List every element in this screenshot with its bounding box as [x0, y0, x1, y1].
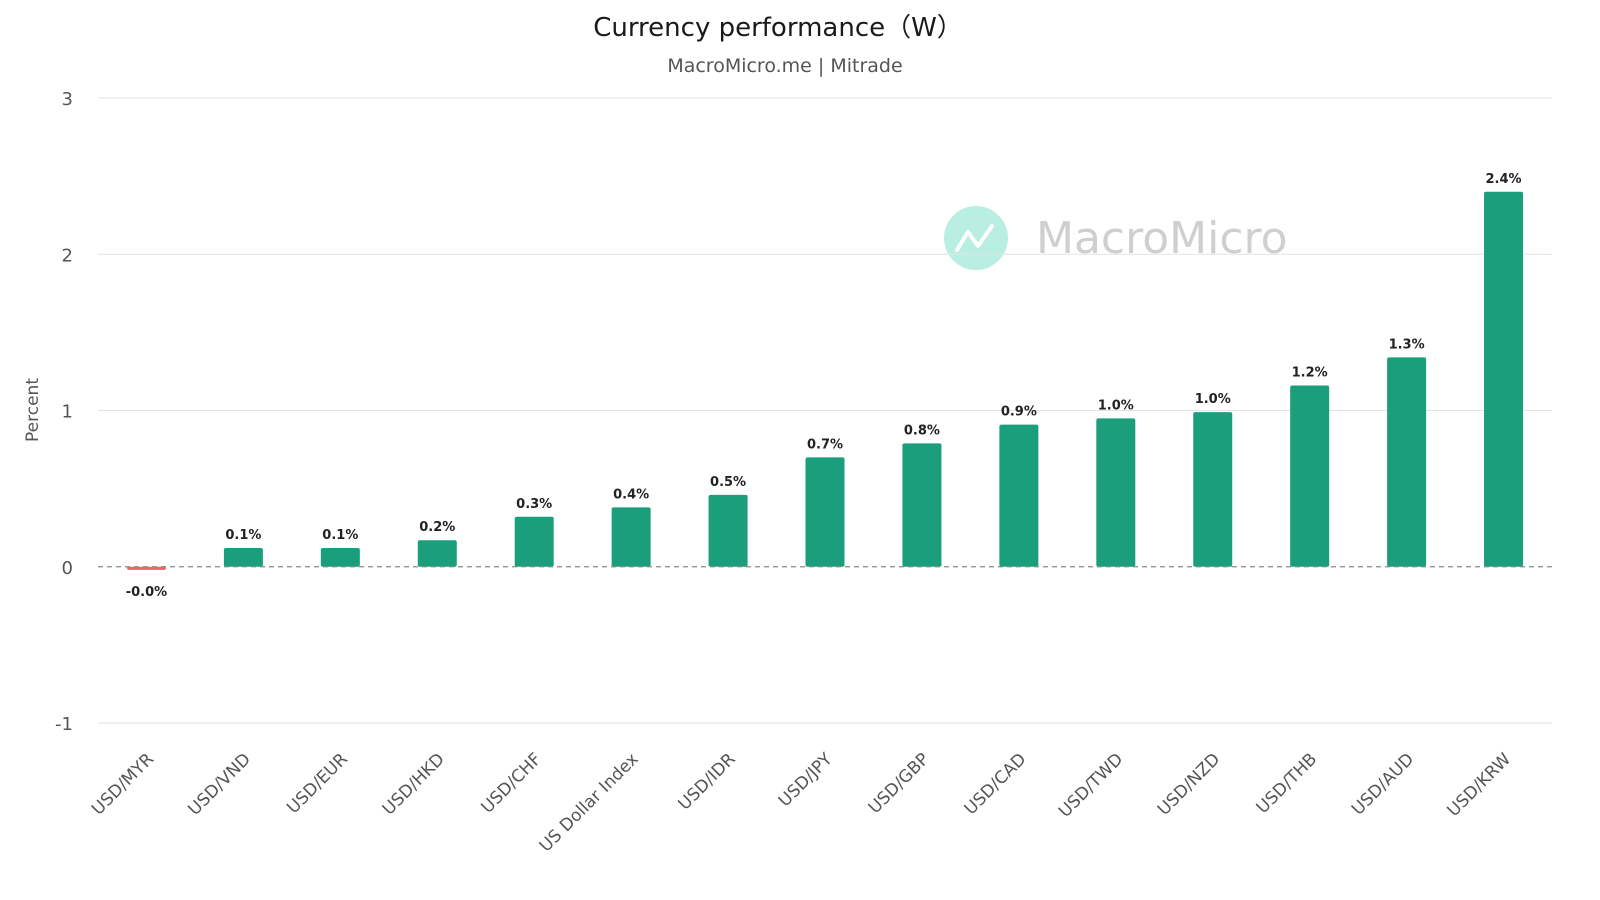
grid-layer — [98, 97, 1552, 724]
bar-2[interactable] — [320, 548, 360, 567]
data-label-13: 1.3% — [1389, 337, 1425, 352]
bar-8[interactable] — [902, 443, 942, 567]
y-tick-label: 0 — [62, 558, 73, 579]
bar-12[interactable] — [1290, 385, 1330, 567]
y-axis-label: Percent — [23, 378, 43, 442]
x-tick-label-0: USD/MYR — [88, 749, 158, 819]
bar-11[interactable] — [1193, 412, 1233, 567]
data-label-12: 1.2% — [1292, 366, 1328, 381]
x-tick-label-6: USD/IDR — [675, 749, 740, 814]
bar-series — [126, 191, 1524, 570]
bar-9[interactable] — [999, 424, 1039, 567]
data-label-7: 0.7% — [807, 437, 843, 452]
x-tick-label-8: USD/GBP — [865, 749, 934, 818]
watermark: MacroMicro — [944, 206, 1288, 270]
data-label-10: 1.0% — [1098, 398, 1134, 413]
x-tick-label-2: USD/EUR — [283, 749, 352, 818]
data-label-11: 1.0% — [1195, 392, 1231, 407]
bar-3[interactable] — [417, 540, 457, 567]
bar-0[interactable] — [126, 566, 166, 570]
y-tick-label: 3 — [62, 89, 73, 110]
data-label-6: 0.5% — [710, 475, 746, 490]
bar-13[interactable] — [1387, 357, 1427, 567]
data-label-5: 0.4% — [613, 487, 649, 502]
x-tick-label-7: USD/JPY — [775, 749, 837, 811]
bar-5[interactable] — [611, 507, 651, 567]
watermark-text: MacroMicro — [1036, 213, 1288, 264]
bar-10[interactable] — [1096, 418, 1136, 567]
chart-title: Currency performance（W） — [593, 13, 963, 43]
x-tick-label-11: USD/NZD — [1154, 749, 1224, 819]
x-tick-label-5: US Dollar Index — [536, 749, 643, 856]
chart-subtitle: MacroMicro.me | Mitrade — [667, 55, 902, 77]
data-label-2: 0.1% — [322, 528, 358, 543]
data-label-3: 0.2% — [419, 520, 455, 535]
x-tick-label-10: USD/TWD — [1055, 749, 1127, 821]
x-tick-label-14: USD/KRW — [1444, 749, 1516, 821]
y-axis-ticks: 3 2 1 0 -1 — [55, 89, 73, 735]
y-tick-label: 2 — [62, 245, 73, 266]
x-tick-label-12: USD/THB — [1253, 749, 1322, 818]
x-tick-label-1: USD/VND — [185, 749, 255, 819]
bar-7[interactable] — [805, 457, 845, 567]
bar-14[interactable] — [1484, 191, 1524, 567]
data-label-0: -0.0% — [126, 585, 167, 600]
data-label-14: 2.4% — [1486, 172, 1522, 187]
watermark-logo-icon — [944, 206, 1008, 270]
watermark-chart-line-icon — [955, 224, 994, 252]
y-tick-label: 1 — [62, 402, 73, 423]
data-label-4: 0.3% — [516, 497, 552, 512]
x-tick-label-13: USD/AUD — [1348, 749, 1418, 819]
data-label-8: 0.8% — [904, 423, 940, 438]
data-label-9: 0.9% — [1001, 405, 1037, 420]
x-tick-label-4: USD/CHF — [478, 749, 546, 817]
y-tick-label: -1 — [55, 714, 73, 735]
data-label-1: 0.1% — [225, 528, 261, 543]
bar-4[interactable] — [514, 516, 554, 567]
x-tick-label-9: USD/CAD — [961, 749, 1031, 819]
x-tick-label-3: USD/HKD — [379, 749, 449, 819]
data-labels: -0.0% 0.1% 0.1% 0.2% 0.3% 0.4% 0.5% 0.7% 0.8% 0.9… — [126, 172, 1522, 600]
bar-6[interactable] — [708, 494, 748, 567]
bar-1[interactable] — [223, 548, 263, 567]
